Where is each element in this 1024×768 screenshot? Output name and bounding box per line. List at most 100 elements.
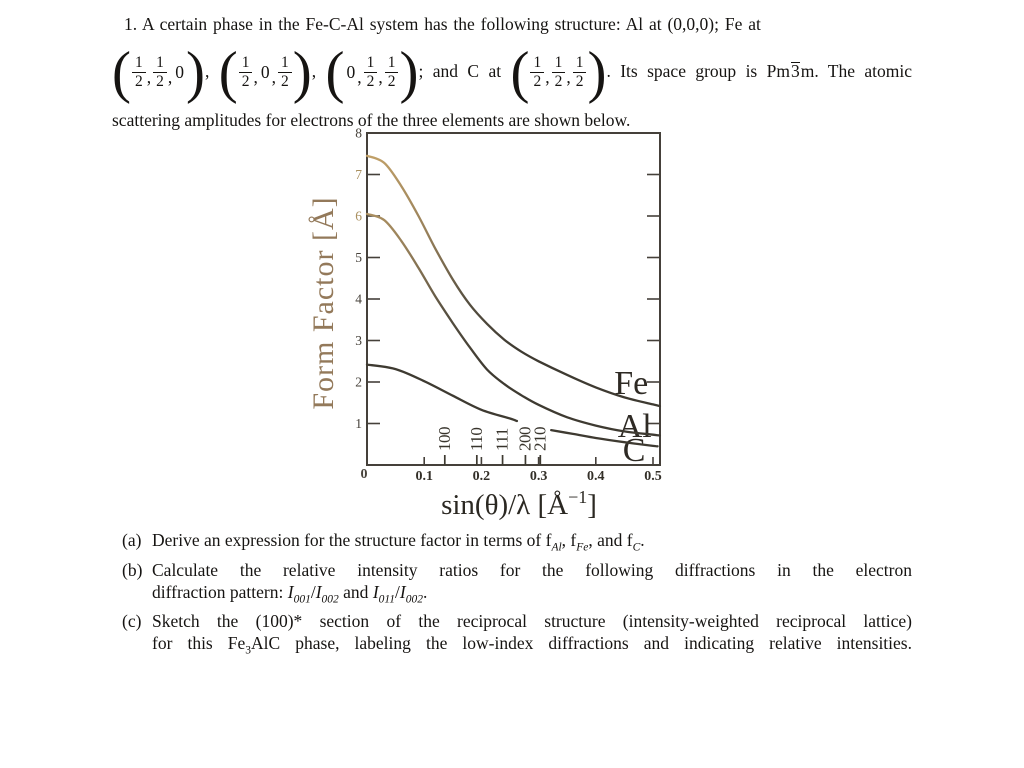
fraction-numerator: 1	[572, 54, 587, 74]
italic-run: I	[399, 581, 406, 602]
problem-statement-line2-math: (1 2, 1 2, 0), (1 2, 0, 1 2), (0, 1 2, 1 2); and C a…	[112, 40, 912, 106]
questions-list: (a) Derive an expression for the structu…	[122, 529, 912, 662]
series-curve-fe	[365, 154, 662, 408]
fraction-denominator: 2	[387, 73, 396, 91]
fraction-numerator: 1	[551, 54, 566, 74]
plot-frame	[366, 132, 661, 466]
text-run: , and f	[588, 530, 633, 550]
question-b-label: (b)	[122, 559, 143, 580]
problem-statement-line3: scattering amplitudes for electrons of t…	[112, 110, 631, 130]
y-axis-tick-label: 4	[355, 292, 362, 307]
fraction-denominator: 2	[366, 73, 375, 91]
text-run: /	[395, 581, 400, 602]
y-axis-tick-label: 3	[355, 333, 362, 348]
coordinate-triple: (1 2, 1 2, 0)	[112, 40, 205, 105]
italic-subscript: 001	[293, 593, 311, 605]
fraction-numerator: 1	[153, 54, 167, 74]
question-a-label: (a)	[122, 530, 142, 550]
text-run: ,	[311, 61, 326, 81]
hkl-tick-label: 100	[435, 427, 454, 451]
y-axis-title: Form Factor [Å]	[307, 196, 340, 409]
fraction-denominator: 2	[533, 73, 542, 91]
y-axis-tick-label: 2	[355, 375, 362, 390]
comma: ,	[545, 67, 550, 88]
overbar-number: 3	[790, 61, 800, 81]
fraction-numerator: 1	[363, 54, 378, 74]
x-axis-tick-label: 0.2	[473, 469, 491, 484]
text-run: .	[423, 581, 428, 602]
integer-coordinate: 0	[346, 62, 356, 83]
question-c-line2: for this Fe3AlC phase, labeling the low-…	[152, 632, 912, 662]
y-axis-tick-label: 7	[355, 167, 362, 182]
question-a-text: Derive an expression for the structure f…	[152, 530, 645, 554]
y-axis-tick-label: 8	[355, 126, 362, 141]
problem-statement-line1: 1. A certain phase in the Fe-C-Al system…	[124, 14, 761, 34]
hkl-tick-label: 200	[515, 427, 534, 451]
text-run: AlC phase, labeling the low-index diffra…	[251, 633, 912, 653]
comma: ,	[253, 67, 258, 88]
x-axis-title: sin(θ)/λ [Å−1]	[441, 487, 597, 521]
question-b-line1: Calculate the relative intensity ratios …	[152, 559, 912, 580]
fraction-denominator: 2	[280, 73, 289, 91]
series-curve-al	[365, 212, 662, 437]
italic-subscript: 002	[321, 593, 339, 605]
fraction-denominator: 2	[156, 73, 164, 91]
x-axis-tick-label: 0.4	[587, 469, 605, 484]
comma: ,	[357, 67, 362, 88]
integer-coordinate: 0	[260, 62, 270, 83]
italic-run: I	[372, 581, 379, 602]
italic-run: I	[315, 581, 322, 602]
coordinate-triple: (1 2, 0, 1 2)	[218, 40, 312, 105]
series-label-c: C	[623, 432, 646, 469]
comma: ,	[378, 67, 383, 88]
fraction-denominator: 2	[134, 73, 143, 91]
comma: ,	[167, 67, 173, 88]
italic-subscript: 002	[405, 593, 423, 605]
integer-coordinate: 0	[175, 62, 184, 83]
comma: ,	[271, 67, 276, 88]
comma: ,	[566, 67, 571, 88]
italic-subscript: Al	[551, 541, 562, 554]
text-run: for this Fe	[152, 633, 246, 653]
text-run: Derive an expression for the structure f…	[152, 530, 552, 550]
fraction-numerator: 1	[131, 54, 146, 74]
text-run: m. The atomic	[800, 61, 913, 81]
hkl-tick-label: 111	[493, 428, 512, 451]
coordinate-triple: (0, 1 2, 1 2)	[325, 40, 419, 105]
text-run: ; and C at	[418, 61, 511, 81]
question-c-line1: Sketch the (100)* section of the recipro…	[152, 611, 912, 631]
text-run: and	[338, 581, 373, 602]
text-run: /	[310, 581, 316, 602]
question-c: (c) Sketch the (100)* section of the rec…	[122, 610, 912, 662]
hkl-tick-label: 110	[467, 428, 486, 451]
text-run: , f	[561, 530, 577, 550]
hkl-tick-label: 210	[530, 427, 549, 451]
fraction-numerator: 1	[530, 54, 545, 74]
series-curve-c	[550, 428, 659, 448]
fraction-denominator: 2	[575, 73, 584, 91]
y-axis-tick-label: 6	[355, 209, 362, 224]
subscript: 3	[245, 644, 252, 657]
question-c-label: (c)	[122, 611, 142, 631]
italic-subscript: 011	[378, 593, 396, 605]
x-axis-tick-label: 0.3	[530, 469, 548, 484]
fraction-denominator: 2	[554, 73, 563, 91]
question-b: (b) Calculate the relative intensity rat…	[122, 559, 912, 611]
fraction-denominator: 2	[241, 73, 250, 91]
text-run: diffraction pattern:	[152, 581, 288, 602]
text-run: . Its space group is Pm	[606, 61, 790, 81]
question-b-line2: diffraction pattern: I001/I002 and I011/…	[152, 581, 912, 611]
x-axis-tick-label: 0.1	[415, 469, 433, 484]
x-axis-tick-label: 0.5	[644, 469, 662, 484]
series-curve-c	[365, 363, 519, 423]
